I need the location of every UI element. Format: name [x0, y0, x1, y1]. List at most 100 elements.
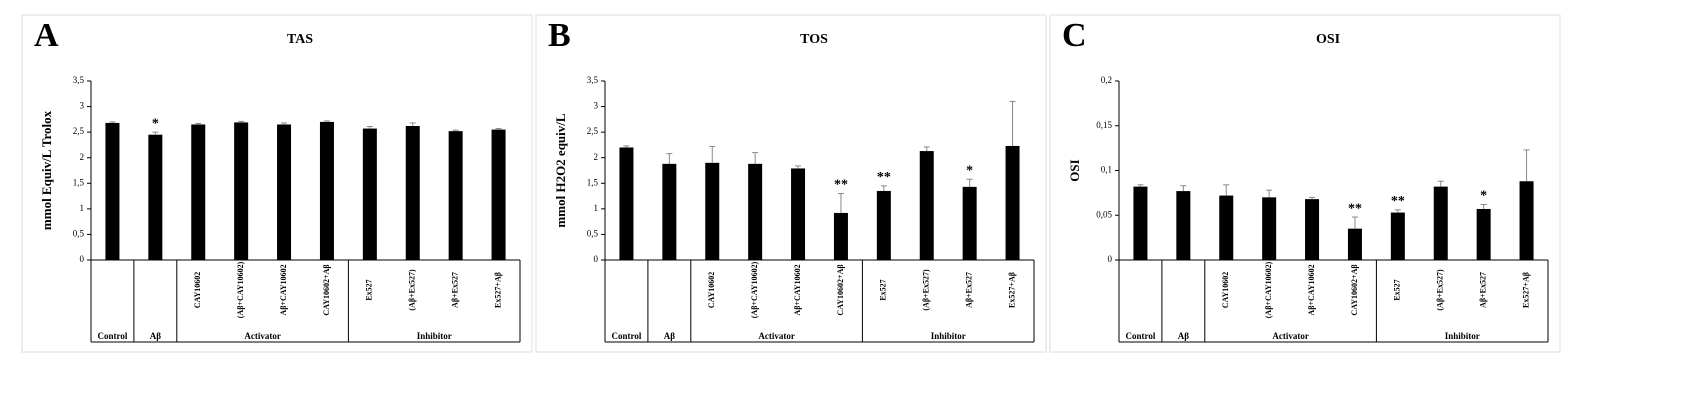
x-tick-label: Ex527	[1393, 279, 1402, 300]
y-tick-label: 0,1	[1101, 165, 1112, 175]
bar	[1519, 181, 1534, 260]
chart-title: TAS	[287, 32, 313, 47]
y-axis-label: OSI	[1067, 159, 1082, 181]
bar	[619, 147, 634, 260]
bar	[876, 190, 891, 260]
bar	[448, 131, 463, 260]
bar	[405, 126, 420, 261]
x-tick-label: Ex527	[879, 279, 888, 300]
group-label: Aβ	[150, 331, 161, 341]
x-tick-label: Ex527+Aβ	[1007, 272, 1016, 308]
panel-letter: C	[1062, 17, 1087, 54]
y-tick-label: 0,5	[587, 228, 599, 238]
bar	[791, 168, 806, 260]
bar	[1476, 208, 1491, 260]
bar	[1176, 191, 1191, 260]
panel-frame	[21, 14, 533, 353]
x-tick-label: CAY10602+Aβ	[1350, 264, 1359, 315]
y-tick-label: 2	[594, 152, 599, 162]
bar	[705, 162, 720, 260]
bar	[319, 121, 334, 261]
x-tick-label: (Aβ+Ex527)	[922, 269, 931, 311]
y-tick-label: 0,5	[73, 228, 85, 238]
group-label: Activator	[758, 331, 794, 341]
bar	[1305, 199, 1320, 260]
x-tick-label: (Aβ+CAY10602)	[1264, 261, 1273, 318]
group-label: Inhibitor	[931, 331, 966, 341]
significance-mark: **	[1348, 201, 1362, 216]
significance-mark: **	[834, 178, 848, 193]
x-tick-label: Ex527	[365, 279, 374, 300]
x-tick-label: Aβ+CAY10602	[279, 264, 288, 315]
y-tick-label: 2	[80, 152, 85, 162]
group-label: Aβ	[664, 331, 675, 341]
y-tick-label: 2,5	[587, 126, 599, 136]
y-tick-label: 3,5	[587, 75, 599, 85]
chart-title: TOS	[800, 32, 828, 47]
y-tick-label: 1	[80, 203, 85, 213]
x-tick-label: CAY10602	[1221, 272, 1230, 309]
y-tick-label: 1,5	[73, 177, 85, 187]
bar	[1219, 195, 1234, 260]
bar	[1433, 186, 1448, 260]
bar	[662, 163, 677, 260]
bar	[1390, 212, 1405, 260]
bar	[962, 186, 977, 260]
x-tick-label: (Aβ+Ex527)	[408, 269, 417, 311]
bar	[1005, 145, 1020, 260]
y-tick-label: 2,5	[73, 126, 85, 136]
x-tick-label: Aβ+Ex527	[1478, 272, 1487, 308]
x-tick-label: Aβ+CAY10602	[1307, 264, 1316, 315]
group-label: Control	[612, 331, 642, 341]
group-label: Control	[1126, 331, 1156, 341]
x-tick-label: Aβ+CAY10602	[793, 264, 802, 315]
bar	[362, 128, 377, 260]
group-label: Activator	[1272, 331, 1308, 341]
x-tick-label: Aβ+Ex527	[450, 272, 459, 308]
significance-mark: **	[877, 170, 891, 185]
x-tick-label: CAY10602	[707, 272, 716, 309]
significance-mark: *	[1480, 189, 1487, 204]
bar	[1262, 197, 1277, 260]
group-label: Aβ	[1178, 331, 1189, 341]
bar	[148, 134, 163, 260]
y-tick-label: 3,5	[73, 75, 85, 85]
panel-frame	[535, 14, 1047, 353]
panel-frame	[1049, 14, 1561, 353]
bar	[833, 212, 848, 260]
x-tick-label: (Aβ+CAY10602)	[750, 261, 759, 318]
significance-mark: *	[152, 116, 159, 131]
group-label: Activator	[244, 331, 280, 341]
x-tick-label: Aβ+Ex527	[964, 272, 973, 308]
group-label: Inhibitor	[1445, 331, 1480, 341]
bar	[748, 163, 763, 260]
x-tick-label: CAY10602	[193, 272, 202, 309]
y-axis-label: mmol Equiv/L Trolox	[39, 110, 54, 230]
y-tick-label: 0	[80, 254, 85, 264]
chart-title: OSI	[1316, 32, 1340, 47]
significance-mark: *	[966, 163, 973, 178]
bar	[277, 124, 292, 260]
y-tick-label: 3	[80, 101, 85, 111]
y-tick-label: 1,5	[587, 177, 599, 187]
y-tick-label: 1	[594, 203, 599, 213]
y-tick-label: 0,05	[1096, 209, 1112, 219]
y-tick-label: 3	[594, 101, 599, 111]
panel-letter: A	[34, 17, 59, 54]
x-tick-label: CAY10602+Aβ	[836, 264, 845, 315]
bar	[234, 122, 249, 260]
significance-mark: **	[1391, 194, 1405, 209]
x-tick-label: Ex527+Aβ	[1521, 272, 1530, 308]
y-tick-label: 0,2	[1101, 75, 1112, 85]
x-tick-label: Ex527+Aβ	[493, 272, 502, 308]
bar	[491, 129, 506, 260]
bar	[191, 124, 206, 260]
x-tick-label: (Aβ+Ex527)	[1436, 269, 1445, 311]
group-label: Control	[98, 331, 128, 341]
x-tick-label: (Aβ+CAY10602)	[236, 261, 245, 318]
bar	[919, 151, 934, 260]
x-tick-label: CAY10602+Aβ	[322, 264, 331, 315]
bar	[1347, 228, 1362, 260]
